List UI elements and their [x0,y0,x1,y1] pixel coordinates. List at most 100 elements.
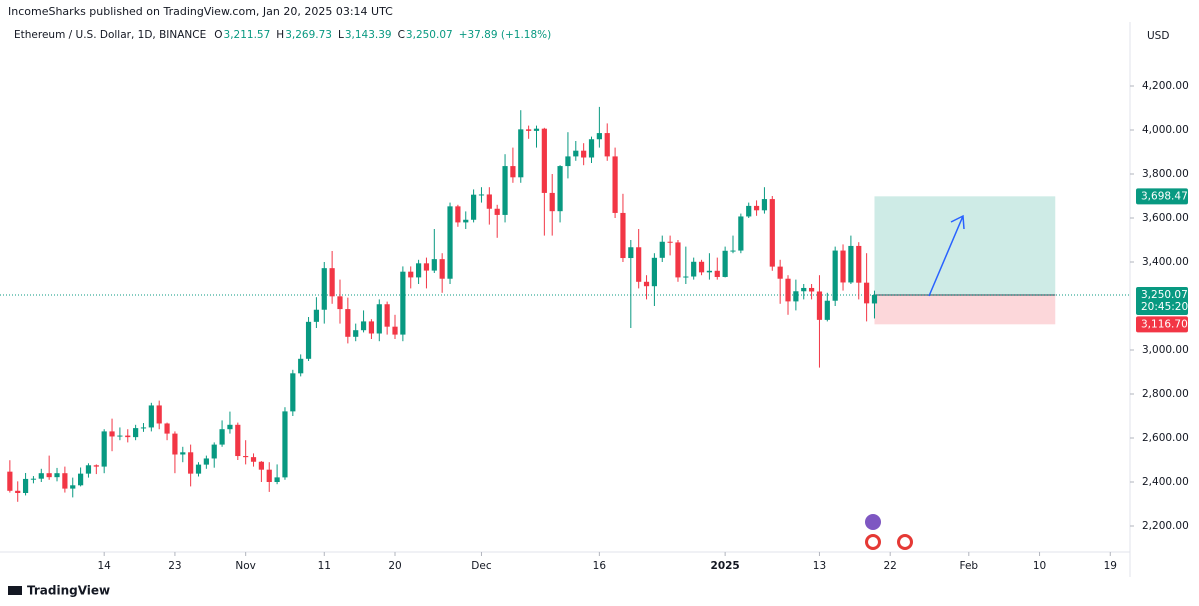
candle-body [824,300,830,320]
candle-body [785,278,791,302]
candle-body [180,452,186,455]
candle-body [871,294,878,304]
candle-body [691,261,697,277]
candle-body [628,247,634,259]
candle-body [526,129,532,131]
candle-body [38,473,44,479]
price-label: 3,116.70 [1141,318,1188,330]
candle-body [698,261,705,273]
legend-value: 3,269.73 [285,29,332,41]
candle-body [70,485,76,489]
price-label-box [1136,316,1188,333]
candle-body [243,456,249,458]
candle-body [345,309,351,337]
candle-body [494,208,500,215]
candle-body [848,245,854,283]
logo: TradingView [8,584,110,598]
y-tick-label: 4,000.00 [1142,124,1189,136]
countdown: 20:45:20 [1141,301,1188,313]
candle-body [793,291,799,302]
candle-body [423,263,430,271]
candle-body [266,469,272,482]
x-tick-label: 2025 [711,560,740,572]
candle-body [22,478,29,493]
candle-body [659,241,665,258]
publisher-header: IncomeSharks published on TradingView.co… [8,5,393,18]
candle-body [738,216,744,251]
x-tick-label: Feb [960,560,979,572]
logo-mark [8,586,22,595]
candle-body [392,326,398,335]
currency: USD [1147,30,1169,42]
candle-body [274,477,280,482]
x-tick-label: 22 [884,560,897,572]
candle-body [856,245,862,283]
candle-body [557,166,563,212]
candle-body [753,205,760,211]
candle-body [188,452,194,474]
candle-body [636,247,642,282]
candle-body [746,205,752,217]
candle-body [439,259,445,279]
candle-body [730,250,736,252]
symbol: Ethereum / U.S. Dollar, 1D, BINANCE [14,29,206,41]
y-tick-label: 3,400.00 [1142,256,1189,268]
event-icon [865,514,881,530]
y-tick-label: 3,600.00 [1142,212,1189,224]
candle-body [148,405,154,428]
candle-body [282,411,288,478]
candle-body [588,139,595,158]
candle-body [478,194,485,196]
candle-body [620,212,626,259]
candle-body [290,373,296,412]
x-tick-label: 19 [1104,560,1117,572]
legend-key: L [338,29,344,41]
candle-body [643,281,650,287]
candle-body [15,490,21,493]
candle-body [581,150,587,158]
candle-body [667,241,673,243]
arrow [928,214,965,297]
candle-body [651,257,657,287]
candle-body [415,263,422,278]
candle-body [298,358,304,374]
candle-body [203,458,209,465]
candle-body [400,271,406,335]
candle-body [62,473,68,489]
legend: Ethereum / U.S. Dollar, 1D, BINANCE O 3,21… [14,29,551,41]
candle-body [321,268,327,310]
y-tick-label: 4,200.00 [1142,80,1189,92]
candle-body [227,424,233,430]
candle-body [376,304,382,334]
event-icons [865,514,913,550]
x-tick-label: Nov [235,560,256,572]
legend-key: O [214,29,222,41]
legend-change: +37.89 (+1.18%) [459,29,552,41]
candle-body [683,276,689,278]
candle-body [832,250,838,301]
candle-body [250,457,257,462]
legend-value: 3,211.57 [224,29,271,41]
plot-area [0,85,1134,556]
candle-body [612,156,618,213]
candle-body [486,194,492,209]
candle-body [777,266,783,279]
candle-body [164,423,170,434]
candle-body [368,321,375,334]
candle-body [46,473,52,478]
candle-body [30,478,37,480]
candle-body [518,129,524,178]
candle-body [840,250,846,283]
legend-key: H [276,29,284,41]
candle-body [541,128,547,193]
candle-body [769,199,775,267]
candle-body [337,296,343,310]
candle-body [447,206,453,279]
candle-body [431,259,437,271]
candle-body [101,431,107,467]
candle-body [463,219,469,223]
candle-body [305,321,312,359]
price-label-box [1136,188,1188,205]
y-tick-label: 3,800.00 [1142,168,1189,180]
